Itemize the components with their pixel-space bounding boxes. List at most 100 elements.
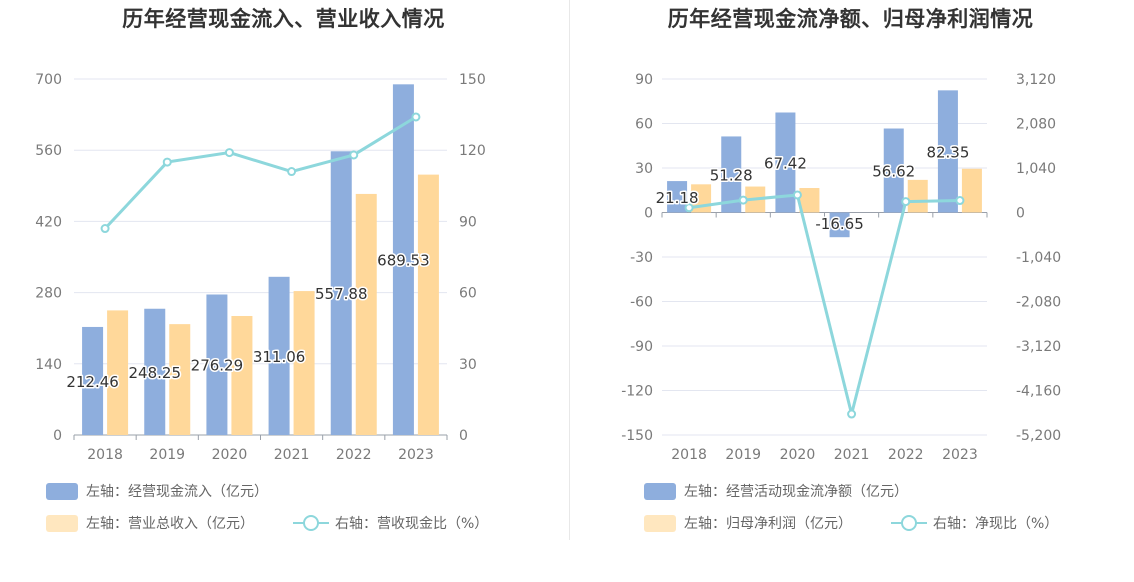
legend-swatch bbox=[46, 482, 78, 500]
y-right-tick-label: 1,040 bbox=[1016, 161, 1056, 177]
y-right-tick-label: -1,040 bbox=[1016, 250, 1061, 266]
legend-label: 左轴：经营活动现金流净额（亿元） bbox=[684, 484, 908, 500]
y-right-tick-label: -3,120 bbox=[1016, 339, 1061, 355]
panel-divider bbox=[569, 0, 570, 540]
line-point bbox=[100, 224, 110, 234]
line-series bbox=[103, 115, 417, 230]
x-tick-label: 2021 bbox=[834, 447, 870, 463]
y-left-tick-label: 280 bbox=[35, 286, 62, 302]
y-right-tick-label: 0 bbox=[1016, 206, 1025, 222]
bar-secondary bbox=[355, 193, 377, 435]
data-label: 51.28 bbox=[710, 166, 753, 184]
line-point bbox=[684, 203, 694, 213]
x-tick-label: 2021 bbox=[274, 447, 310, 463]
data-label: 276.29 bbox=[191, 357, 244, 375]
data-label: 82.35 bbox=[926, 143, 969, 161]
chart-panel-netcash-profit: 历年经营现金流净额、归母净利润情况 90 60 30 0 -30 -60 -90 -120 -1… bbox=[567, 0, 1134, 582]
data-label: 67.42 bbox=[764, 154, 807, 172]
x-tick-label: 2020 bbox=[780, 447, 816, 463]
legend-item-revenue[interactable]: 左轴：营业总收入（亿元） bbox=[46, 513, 254, 533]
y-left-tick-label: 140 bbox=[35, 357, 62, 373]
data-label: 56.62 bbox=[872, 163, 915, 181]
y-right-tick-label: 120 bbox=[459, 143, 486, 159]
bar-primary bbox=[721, 136, 742, 213]
y-left-tick-label: 30 bbox=[635, 161, 653, 177]
y-right-tick-label: -5,200 bbox=[1016, 428, 1061, 444]
bar-secondary bbox=[293, 291, 315, 435]
bar-secondary bbox=[169, 324, 191, 435]
legend-item-cash-ratio[interactable]: 右轴：营收现金比（%） bbox=[293, 513, 488, 533]
legend-line-marker bbox=[891, 514, 927, 532]
y-left-tick-label: -120 bbox=[621, 384, 653, 400]
legend-item-net-ratio[interactable]: 右轴：净现比（%） bbox=[891, 513, 1058, 533]
y-right-tick-label: 150 bbox=[459, 72, 486, 88]
legend-swatch bbox=[46, 514, 78, 532]
chart-panel-cashflow-revenue: 历年经营现金流入、营业收入情况 0 140 280 420 560 700 0 30 60 90 1… bbox=[35, 7, 488, 533]
y-left-tick-label: 420 bbox=[35, 214, 62, 230]
bar-primary bbox=[829, 212, 850, 238]
legend-label: 右轴：净现比（%） bbox=[933, 516, 1059, 532]
legend-line-marker bbox=[293, 514, 329, 532]
bar-primary bbox=[883, 128, 904, 213]
y-right-tick-label: 0 bbox=[459, 428, 468, 444]
y-right-tick-label: 90 bbox=[459, 214, 477, 230]
bar-primary bbox=[206, 294, 228, 435]
bar-primary bbox=[268, 276, 290, 435]
x-tick-label: 2023 bbox=[398, 447, 434, 463]
bar-primary bbox=[82, 326, 104, 435]
line-point bbox=[162, 157, 172, 167]
bar-primary bbox=[392, 84, 414, 436]
bar-secondary bbox=[107, 310, 129, 435]
data-label: 311.06 bbox=[253, 348, 306, 366]
y-left-tick-label: -90 bbox=[630, 339, 653, 355]
x-tick-label: 2019 bbox=[149, 447, 185, 463]
bar-primary bbox=[667, 181, 688, 213]
chart-title: 历年经营现金流净额、归母净利润情况 bbox=[667, 7, 1034, 31]
legend-label: 左轴：经营现金流入（亿元） bbox=[86, 484, 268, 500]
data-label: 248.25 bbox=[129, 364, 182, 382]
y-left-tick-label: -60 bbox=[630, 295, 653, 311]
data-label: 212.46 bbox=[66, 373, 119, 391]
legend-item-net-cash[interactable]: 左轴：经营活动现金流净额（亿元） bbox=[644, 481, 908, 501]
legend-item-cash-inflow[interactable]: 左轴：经营现金流入（亿元） bbox=[46, 481, 268, 501]
legend-swatch bbox=[644, 514, 676, 532]
y-left-tick-label: 0 bbox=[53, 428, 62, 444]
legend-label: 左轴：归母净利润（亿元） bbox=[684, 516, 852, 532]
x-tick-label: 2018 bbox=[671, 447, 707, 463]
y-left-tick-label: -30 bbox=[630, 250, 653, 266]
line-series bbox=[688, 193, 960, 415]
x-tick-label: 2022 bbox=[888, 447, 924, 463]
y-right-tick-label: 30 bbox=[459, 357, 477, 373]
x-tick-label: 2020 bbox=[212, 447, 248, 463]
bar-primary bbox=[144, 308, 166, 435]
bar-secondary bbox=[799, 188, 820, 213]
line-point bbox=[349, 150, 359, 160]
x-tick-label: 2019 bbox=[725, 447, 761, 463]
bar-secondary bbox=[231, 315, 253, 435]
legend-label: 右轴：营收现金比（%） bbox=[335, 516, 489, 532]
chart-title: 历年经营现金流入、营业收入情况 bbox=[122, 7, 445, 31]
y-right-tick-label: -4,160 bbox=[1016, 384, 1061, 400]
x-tick-label: 2018 bbox=[87, 447, 123, 463]
bar-primary bbox=[330, 151, 352, 435]
legend-item-net-profit[interactable]: 左轴：归母净利润（亿元） bbox=[644, 513, 852, 533]
data-label: 557.88 bbox=[315, 285, 368, 303]
y-left-tick-label: 90 bbox=[635, 72, 653, 88]
line-point bbox=[224, 148, 234, 158]
y-right-tick-label: 3,120 bbox=[1016, 72, 1056, 88]
line-point bbox=[901, 197, 911, 207]
bar-primary bbox=[775, 112, 796, 213]
y-right-tick-label: 2,080 bbox=[1016, 117, 1056, 133]
bar-secondary bbox=[907, 179, 928, 213]
y-left-tick-label: 60 bbox=[635, 117, 653, 133]
x-tick-label: 2023 bbox=[942, 447, 978, 463]
y-left-tick-label: 0 bbox=[644, 206, 653, 222]
line-point bbox=[287, 167, 297, 177]
line-point bbox=[792, 190, 802, 200]
data-label: 21.18 bbox=[656, 189, 699, 207]
legend-swatch bbox=[644, 482, 676, 500]
chart-canvas: 0 140 280 420 560 700 0 30 60 90 120 150 2018 2019 202… bbox=[35, 72, 486, 463]
bar-secondary bbox=[417, 174, 439, 435]
y-left-tick-label: 700 bbox=[35, 72, 62, 88]
data-label: -16.65 bbox=[815, 215, 863, 233]
